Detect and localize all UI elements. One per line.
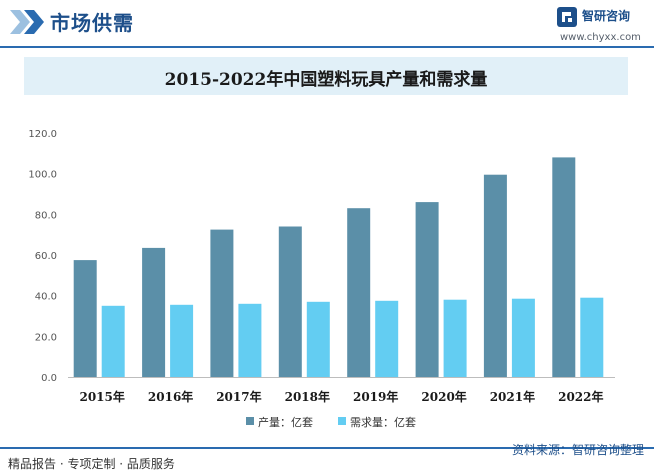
bar-demand [238,303,262,377]
y-tick-label: 100.0 [28,170,57,181]
bar-production [142,247,166,377]
brand-url: www.chyxx.com [560,32,641,43]
header-divider [0,46,654,48]
y-tick-label: 40.0 [35,292,57,303]
x-tick-label: 2017年 [216,389,261,404]
legend-label: 产量：亿套 [258,415,313,429]
chart-title: 2015-2022年中国塑料玩具产量和需求量 [164,70,488,90]
x-tick-label: 2022年 [558,389,603,404]
x-tick-label: 2016年 [148,389,193,404]
page-footer: 精品报告 · 专项定制 · 品质服务 资料来源：智研咨询整理 [0,443,654,473]
brand-logo-icon [557,7,577,27]
bar-production [278,226,302,377]
chevron-right-icon [10,10,44,34]
bar-production [210,229,234,377]
y-tick-label: 60.0 [35,251,57,262]
page-header: 市场供需 智研咨询 www.chyxx.com [0,0,654,48]
bar-demand [580,297,604,377]
x-tick-label: 2018年 [285,389,330,404]
bar-demand [375,300,399,378]
bar-production [415,202,439,377]
data-source: 资料来源：智研咨询整理 [511,443,644,457]
footer-divider [0,447,654,449]
bar-demand [101,305,125,377]
bar-production [552,157,576,377]
chart-title-box: 2015-2022年中国塑料玩具产量和需求量 [24,57,628,95]
section-title: 市场供需 [50,11,134,35]
legend-swatch [246,417,254,425]
bar-demand [443,299,467,377]
bar-production [483,174,507,377]
brand-name: 智研咨询 [582,9,631,23]
x-tick-label: 2015年 [79,389,124,404]
y-tick-label: 0.0 [41,373,57,384]
x-tick-label: 2020年 [421,389,466,404]
y-tick-label: 120.0 [28,129,57,140]
bar-demand [170,304,194,377]
legend-label: 需求量：亿套 [350,416,416,429]
bar-production [347,208,371,377]
bar-production [73,260,97,377]
bar-demand [511,298,535,377]
y-tick-label: 80.0 [35,210,57,221]
bar-demand [306,301,330,377]
x-tick-label: 2019年 [353,389,398,404]
y-tick-label: 20.0 [35,332,57,343]
legend-swatch [338,417,346,425]
x-tick-label: 2021年 [490,389,535,404]
footer-tagline: 精品报告 · 专项定制 · 品质服务 [8,457,175,471]
